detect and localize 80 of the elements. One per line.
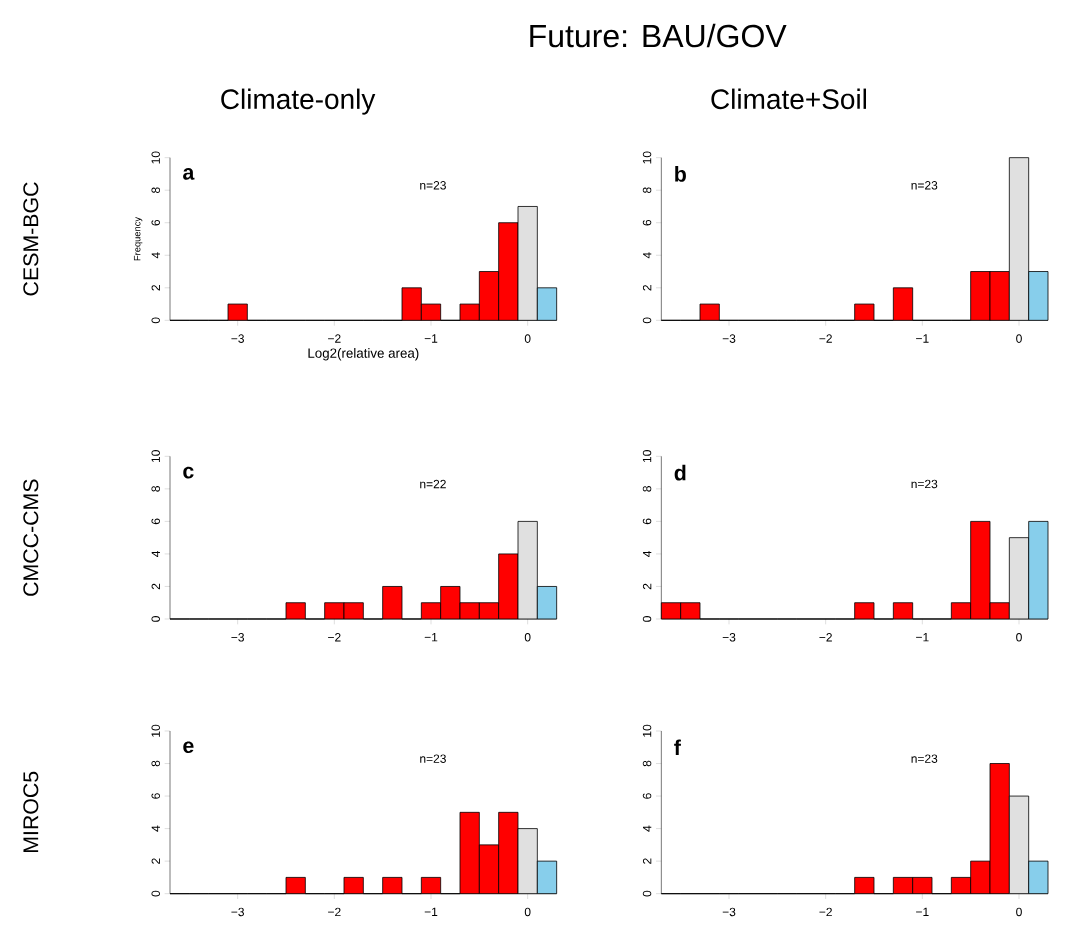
x-tick-label: −2 bbox=[819, 907, 832, 917]
x-tick-label: 0 bbox=[524, 633, 531, 642]
x-tick-label: −2 bbox=[328, 907, 341, 917]
y-tick-label: 6 bbox=[642, 219, 652, 226]
y-tick-label: 10 bbox=[151, 450, 160, 463]
text: CMCC-CMS bbox=[23, 479, 39, 596]
y-tick-label: 10 bbox=[642, 724, 652, 737]
x-tick-label: 0 bbox=[1016, 633, 1022, 642]
x-tick-label: −1 bbox=[916, 334, 929, 343]
x-tick-label: −3 bbox=[231, 633, 244, 642]
y-tick-label: 8 bbox=[151, 486, 160, 492]
y-tick-label: 2 bbox=[151, 583, 160, 590]
annotation: e bbox=[183, 741, 194, 754]
y-tick-label: 8 bbox=[151, 187, 160, 194]
text: CESM-BGC bbox=[23, 182, 39, 296]
x-tick-label: −2 bbox=[819, 633, 832, 642]
y-axis-title: Frequency bbox=[133, 216, 143, 261]
x-tick-label: −1 bbox=[916, 907, 929, 916]
y-tick-label: 4 bbox=[151, 252, 160, 259]
y-tick-label: 10 bbox=[151, 724, 160, 737]
y-tick-label: 6 bbox=[151, 219, 160, 226]
y-tick-label: 4 bbox=[643, 550, 652, 557]
y-tick-label: 6 bbox=[151, 793, 160, 799]
y-tick-label: 2 bbox=[642, 858, 652, 864]
y-tick-label: 8 bbox=[642, 187, 652, 194]
y-tick-label: 8 bbox=[151, 760, 160, 767]
annotation: b bbox=[675, 166, 686, 182]
annotation: n=23 bbox=[911, 181, 938, 190]
annotation: n=23 bbox=[420, 754, 446, 763]
x-tick-label: −3 bbox=[722, 633, 736, 642]
x-tick-label: −2 bbox=[328, 633, 341, 642]
x-tick-label: 0 bbox=[1016, 334, 1022, 343]
chart-title: Climate+Soil bbox=[711, 88, 867, 110]
y-tick-label: 0 bbox=[151, 616, 160, 622]
x-tick-label: −3 bbox=[231, 334, 244, 343]
y-tick-label: 6 bbox=[642, 518, 652, 525]
y-tick-label: 10 bbox=[642, 151, 652, 164]
y-tick-label: 2 bbox=[642, 583, 652, 590]
y-tick-label: 0 bbox=[642, 890, 652, 897]
annotation: f bbox=[674, 739, 681, 755]
y-tick-label: 8 bbox=[642, 760, 652, 767]
annotation: n=23 bbox=[911, 479, 938, 489]
y-tick-label: 2 bbox=[642, 285, 652, 291]
x-tick-label: −1 bbox=[424, 907, 438, 916]
x-tick-label: −1 bbox=[424, 633, 438, 642]
y-tick-label: 4 bbox=[151, 825, 160, 832]
y-tick-label: 0 bbox=[151, 890, 160, 897]
x-tick-label: 0 bbox=[524, 334, 531, 343]
y-tick-label: 8 bbox=[642, 486, 652, 492]
y-tick-label: 0 bbox=[642, 616, 652, 622]
y-tick-label: 10 bbox=[642, 450, 652, 463]
x-tick-label: −3 bbox=[722, 907, 736, 917]
x-tick-label: −1 bbox=[916, 633, 929, 642]
annotation: n=22 bbox=[420, 479, 446, 489]
annotation: n=23 bbox=[911, 754, 938, 763]
annotation: c bbox=[183, 466, 194, 479]
text: MIROC5 bbox=[23, 771, 39, 853]
x-tick-label: −3 bbox=[231, 907, 244, 917]
text: Future: BAU/GOV bbox=[530, 23, 787, 48]
x-tick-label: −1 bbox=[424, 334, 438, 343]
annotation: a bbox=[183, 168, 195, 180]
y-tick-label: 0 bbox=[151, 317, 160, 324]
x-axis-title: Log2(relative area) bbox=[308, 348, 419, 361]
y-tick-label: 10 bbox=[151, 151, 160, 164]
x-tick-label: −2 bbox=[819, 334, 832, 343]
y-tick-label: 2 bbox=[151, 858, 160, 864]
annotation: n=23 bbox=[420, 181, 446, 190]
y-tick-label: 4 bbox=[643, 252, 652, 259]
annotation: d bbox=[674, 464, 686, 481]
y-tick-label: 0 bbox=[642, 317, 652, 324]
x-tick-label: −3 bbox=[722, 334, 736, 343]
y-tick-label: 4 bbox=[151, 550, 160, 557]
y-tick-label: 2 bbox=[151, 285, 160, 291]
y-tick-label: 6 bbox=[642, 793, 652, 799]
x-tick-label: 0 bbox=[524, 907, 531, 917]
x-tick-label: 0 bbox=[1016, 907, 1022, 917]
y-tick-label: 6 bbox=[151, 518, 160, 525]
x-tick-label: −2 bbox=[328, 334, 341, 343]
chart-title: Climate-only bbox=[221, 88, 376, 115]
y-tick-label: 4 bbox=[643, 825, 652, 832]
